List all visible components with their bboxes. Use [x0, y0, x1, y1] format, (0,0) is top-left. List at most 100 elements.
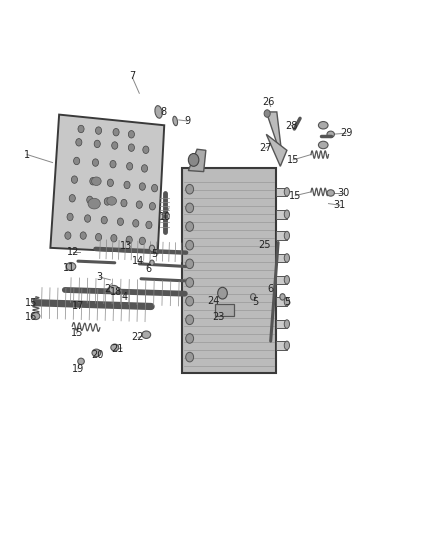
Ellipse shape [92, 177, 101, 185]
Text: 15: 15 [71, 328, 83, 338]
Text: 30: 30 [337, 188, 350, 198]
Circle shape [111, 235, 117, 242]
Ellipse shape [88, 198, 100, 209]
Circle shape [146, 221, 152, 229]
Circle shape [143, 146, 149, 154]
Circle shape [74, 157, 80, 165]
Circle shape [128, 144, 134, 151]
Ellipse shape [78, 358, 84, 365]
Text: 8: 8 [160, 107, 166, 117]
Text: 3: 3 [97, 272, 103, 282]
Text: 5: 5 [253, 297, 259, 307]
Circle shape [149, 203, 155, 210]
Circle shape [280, 294, 285, 300]
Polygon shape [50, 115, 164, 253]
Text: 7: 7 [129, 71, 135, 80]
Ellipse shape [284, 254, 290, 262]
Text: 15: 15 [287, 155, 299, 165]
Circle shape [95, 127, 102, 134]
Polygon shape [266, 134, 287, 166]
Text: 21: 21 [111, 344, 124, 354]
Text: 6: 6 [267, 285, 273, 294]
Circle shape [101, 216, 107, 224]
Text: 23: 23 [212, 312, 224, 322]
Text: 13: 13 [120, 241, 132, 251]
Bar [276, 297, 287, 306]
Bar [276, 341, 287, 350]
Circle shape [186, 259, 194, 269]
Ellipse shape [284, 297, 290, 306]
Text: 16: 16 [25, 312, 38, 321]
Text: 14: 14 [132, 256, 144, 266]
Circle shape [76, 139, 82, 146]
Circle shape [128, 131, 134, 138]
Polygon shape [215, 304, 234, 316]
Circle shape [113, 128, 119, 136]
Bar [276, 276, 287, 284]
Circle shape [71, 176, 78, 183]
Bar [276, 231, 287, 240]
Ellipse shape [109, 286, 119, 293]
Circle shape [186, 184, 194, 194]
Text: 24: 24 [207, 296, 219, 306]
Polygon shape [188, 149, 206, 172]
Bar [276, 254, 287, 262]
Circle shape [186, 240, 194, 250]
Circle shape [78, 125, 84, 133]
Ellipse shape [32, 312, 40, 320]
Circle shape [104, 198, 110, 205]
Ellipse shape [111, 344, 119, 351]
Circle shape [126, 236, 132, 244]
Text: 10: 10 [159, 212, 171, 222]
Ellipse shape [107, 197, 117, 205]
Ellipse shape [284, 341, 290, 350]
Circle shape [94, 140, 100, 148]
Circle shape [139, 183, 145, 190]
Circle shape [186, 334, 194, 343]
Ellipse shape [155, 106, 162, 118]
Text: 15: 15 [289, 191, 301, 200]
Ellipse shape [284, 188, 290, 196]
Ellipse shape [327, 190, 335, 196]
Text: 28: 28 [285, 121, 297, 131]
Circle shape [149, 245, 155, 252]
Circle shape [80, 232, 86, 239]
Circle shape [186, 222, 194, 231]
Ellipse shape [318, 122, 328, 129]
Circle shape [188, 154, 199, 166]
Circle shape [87, 196, 93, 204]
Circle shape [218, 287, 227, 299]
Text: 25: 25 [258, 240, 270, 250]
Circle shape [133, 220, 139, 227]
Bar [276, 188, 287, 196]
Circle shape [127, 163, 133, 170]
Circle shape [150, 260, 154, 265]
Text: 6: 6 [145, 264, 151, 274]
Text: 5: 5 [284, 297, 290, 307]
Ellipse shape [173, 116, 177, 126]
Ellipse shape [142, 331, 151, 338]
Polygon shape [266, 112, 283, 160]
Text: 11: 11 [63, 263, 75, 273]
Circle shape [186, 315, 194, 325]
Circle shape [110, 160, 116, 168]
Circle shape [186, 278, 194, 287]
Circle shape [251, 294, 256, 300]
Circle shape [107, 179, 113, 187]
Circle shape [264, 110, 270, 117]
Text: 9: 9 [184, 116, 191, 126]
Text: 17: 17 [72, 302, 84, 311]
Circle shape [90, 177, 96, 185]
Circle shape [121, 199, 127, 207]
Text: 26: 26 [263, 98, 275, 107]
Text: 27: 27 [259, 143, 272, 153]
Bar [276, 320, 287, 328]
Text: 1: 1 [24, 150, 30, 159]
Ellipse shape [284, 276, 290, 284]
Text: 4: 4 [122, 292, 128, 302]
Text: 18: 18 [110, 287, 122, 296]
Circle shape [141, 165, 148, 172]
Circle shape [139, 237, 145, 245]
FancyBboxPatch shape [182, 168, 276, 373]
Text: 15: 15 [25, 298, 38, 308]
